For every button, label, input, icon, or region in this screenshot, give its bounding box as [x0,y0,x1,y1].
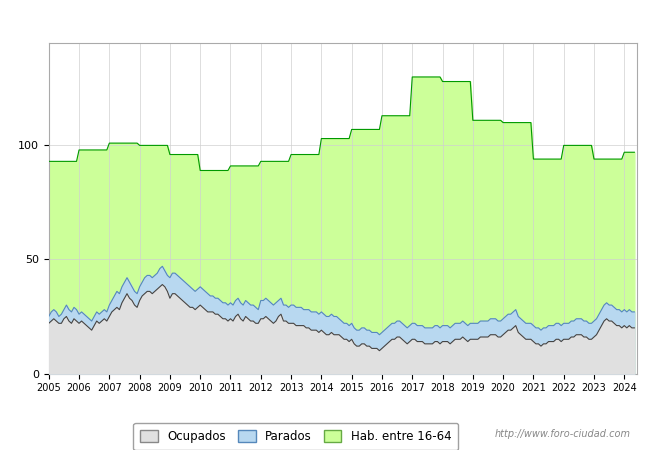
Text: http://www.foro-ciudad.com: http://www.foro-ciudad.com [495,429,630,439]
Text: Hontoria de la Cantera - Evolucion de la poblacion en edad de Trabajar Mayo de 2: Hontoria de la Cantera - Evolucion de la… [39,10,611,23]
Legend: Ocupados, Parados, Hab. entre 16-64: Ocupados, Parados, Hab. entre 16-64 [133,423,458,450]
